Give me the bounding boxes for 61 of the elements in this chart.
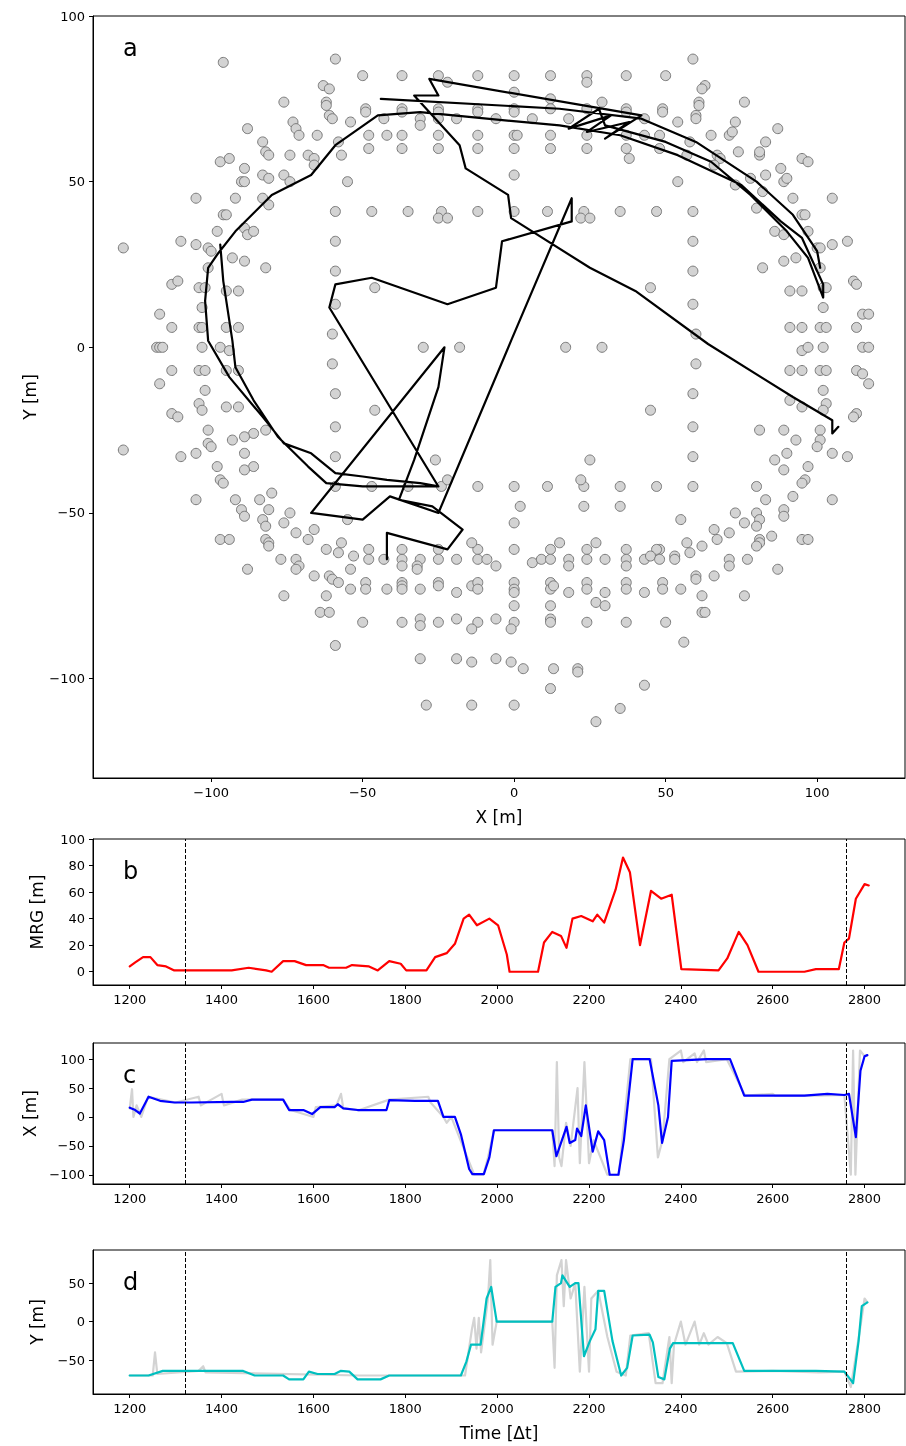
x-tick-label: 2600 xyxy=(756,1401,790,1416)
x-axis-title: X [m] xyxy=(475,806,523,827)
x-tick-label: 1800 xyxy=(388,1401,422,1416)
y-tick-label: 20 xyxy=(68,937,85,953)
x-tick-label: 1600 xyxy=(296,1191,330,1206)
y-tick-label: 40 xyxy=(68,911,85,927)
y-tick-label: 0 xyxy=(76,1314,85,1330)
x-axis-title: Time [Δt] xyxy=(458,1422,539,1443)
x-tick-label: 2800 xyxy=(848,1401,882,1416)
y-tick-label: 50 xyxy=(68,174,85,190)
x-tick-label: 50 xyxy=(657,785,674,800)
x-tick-label: 2000 xyxy=(480,1191,514,1206)
y-tick-label: 50 xyxy=(68,1275,85,1291)
x-tick-label: 1600 xyxy=(296,1401,330,1416)
x-tick-label: 2000 xyxy=(480,992,514,1007)
x-tick-label: 100 xyxy=(804,785,830,800)
x-tick-label: 1400 xyxy=(205,1401,239,1416)
x-tick-label: 1200 xyxy=(113,1191,147,1206)
x-tick-label: 2800 xyxy=(848,992,882,1007)
x-tick-label: 1200 xyxy=(113,992,147,1007)
y-tick-label: 0 xyxy=(76,964,85,980)
x-tick-label: 1400 xyxy=(205,1191,239,1206)
x-tick-label: 2200 xyxy=(572,1191,606,1206)
x-tick-label: 1800 xyxy=(388,1191,422,1206)
x-tick-label: 2600 xyxy=(756,1191,790,1206)
y-axis-title: Y [m] xyxy=(19,374,40,421)
x-tick-label: −50 xyxy=(348,785,377,800)
y-tick-label: 100 xyxy=(60,8,85,24)
x-tick-label: 2400 xyxy=(664,992,698,1007)
y-axis-title: Y [m] xyxy=(26,1299,47,1346)
y-tick-label: 60 xyxy=(68,884,85,900)
annotation: c xyxy=(123,1061,137,1089)
x-tick-label: 2800 xyxy=(848,1191,882,1206)
x-tick-label: 1800 xyxy=(388,992,422,1007)
x-tick-label: 2000 xyxy=(480,1401,514,1416)
x-tick-label: 2600 xyxy=(756,992,790,1007)
x-tick-label: 2400 xyxy=(664,1401,698,1416)
x-tick-label: 1600 xyxy=(296,992,330,1007)
y-axis-title: MRG [m] xyxy=(26,874,47,950)
x-tick-label: 2200 xyxy=(572,1401,606,1416)
y-tick-label: 50 xyxy=(68,1080,85,1096)
x-tick-label: 2200 xyxy=(572,992,606,1007)
y-tick-label: 80 xyxy=(68,858,85,874)
x-tick-label: 2400 xyxy=(664,1191,698,1206)
y-tick-label: −100 xyxy=(49,1167,85,1183)
annotation: a xyxy=(123,34,138,62)
x-tick-label: −100 xyxy=(193,785,230,800)
y-tick-label: −50 xyxy=(57,1352,85,1368)
y-tick-label: −50 xyxy=(57,1138,85,1154)
annotation: b xyxy=(123,857,139,885)
y-tick-label: −100 xyxy=(49,671,85,687)
y-tick-label: 100 xyxy=(60,1051,85,1067)
annotation: d xyxy=(123,1268,139,1296)
x-tick-label: 1400 xyxy=(205,992,239,1007)
y-tick-label: −50 xyxy=(57,505,85,521)
y-tick-label: 100 xyxy=(60,831,85,847)
y-tick-label: 0 xyxy=(76,339,85,355)
x-tick-label: 0 xyxy=(510,785,519,800)
x-tick-label: 1200 xyxy=(113,1401,147,1416)
y-tick-label: 0 xyxy=(76,1109,85,1125)
y-axis-title: X [m] xyxy=(19,1090,40,1137)
